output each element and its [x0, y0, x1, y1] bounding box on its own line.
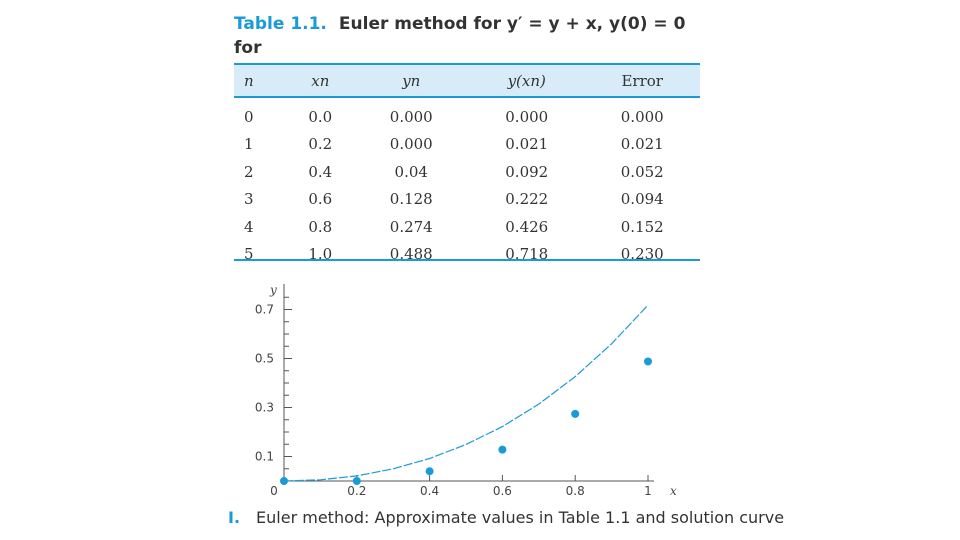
table-cell: 0	[244, 107, 254, 126]
header-yn: yn	[353, 65, 469, 98]
table-cell: 0.8	[308, 217, 333, 236]
table-cell: 0.488	[389, 245, 433, 264]
table-cell: 1	[244, 135, 254, 154]
table-cell: 2	[244, 162, 254, 181]
y-axis-label: y	[269, 283, 277, 297]
table-cell: 0.092	[505, 162, 549, 181]
header-error: Error	[584, 65, 700, 98]
header-exact: y(xn)	[469, 65, 585, 98]
table-cell: 0.04	[394, 162, 428, 181]
table-cell: 0.426	[505, 217, 549, 236]
figure-label: I.	[228, 508, 241, 527]
y-tick-label: 0.7	[255, 303, 274, 317]
euler-chart: 0 0.2 0.4 0.6 0.8 1 0.1 0.3 0.5 0.7 x y	[255, 283, 677, 498]
euler-point	[644, 357, 652, 366]
x-tick-label: 1	[644, 484, 652, 498]
table-cell: 1.0	[308, 245, 333, 264]
table-cell: 0.094	[620, 190, 664, 209]
x-tick-label: 0.4	[420, 484, 439, 498]
y-tick-label: 0.5	[255, 352, 274, 366]
table-row: 2 0.4 0.04 0.092 0.052	[234, 158, 700, 186]
table-row: 4 0.8 0.274 0.426 0.152	[234, 213, 700, 241]
table-cell: 0.021	[505, 135, 549, 154]
table-row: 1 0.2 0.000 0.021 0.021	[234, 131, 700, 159]
y-tick-label: 0.3	[255, 401, 274, 415]
table-row: 5 1.0 0.488 0.718 0.230	[234, 241, 700, 269]
euler-point	[425, 467, 434, 476]
table-cell: 0.0	[308, 107, 333, 126]
table-cell: 0.2	[308, 135, 333, 154]
table-label: Table 1.1.	[234, 14, 327, 34]
table-header-row: n xn yn y(xn) Error	[234, 65, 700, 98]
euler-point	[352, 477, 361, 485]
table-cell: 0.4	[308, 162, 333, 181]
x-tick-label: 0.8	[566, 484, 585, 498]
table-cell: 0.000	[505, 107, 549, 126]
table-cell: 3	[244, 190, 254, 209]
table-cell: 0.128	[389, 190, 433, 209]
solution-curve	[283, 304, 649, 482]
table-cell: 0.000	[389, 107, 433, 126]
table-cell: 0.021	[620, 135, 664, 154]
table-cell: 0.274	[389, 217, 433, 236]
table-cell: 0.000	[620, 107, 664, 126]
table-cell: 4	[244, 217, 254, 236]
x-tick-label: 0.6	[493, 484, 512, 498]
table-cell: 5	[244, 245, 254, 264]
figure-caption-text: Euler method: Approximate values in Tabl…	[256, 508, 785, 527]
x-tick-label: 0.2	[347, 484, 366, 498]
table-cell: 0.230	[620, 245, 664, 264]
table-row: 0 0.0 0.000 0.000 0.000	[234, 97, 700, 131]
euler-point	[280, 477, 288, 485]
euler-point	[571, 409, 580, 418]
table-cell: 0.052	[620, 162, 664, 181]
euler-table: n xn yn y(xn) Error 0 0.0 0.000 0.000 0.000 1…	[234, 63, 700, 263]
table-cell: 0.152	[620, 217, 664, 236]
figure-caption: I. Euler method: Approximate values in Ta…	[228, 508, 784, 527]
table-cell: 0.718	[505, 245, 549, 264]
x-tick-label: 0	[270, 484, 278, 498]
y-tick-label: 0.1	[255, 450, 274, 464]
table-caption-line1: Euler method for y′ = y + x, y(0) = 0 fo…	[234, 14, 686, 58]
table-cell: 0.6	[308, 190, 333, 209]
table-cell: 0.222	[505, 190, 549, 209]
table-row: 3 0.6 0.128 0.222 0.094	[234, 186, 700, 214]
table-cell: 0.000	[389, 135, 433, 154]
x-axis-label: x	[670, 484, 677, 498]
header-n: n	[234, 65, 288, 98]
euler-point	[498, 445, 507, 454]
header-xn: xn	[287, 65, 354, 98]
